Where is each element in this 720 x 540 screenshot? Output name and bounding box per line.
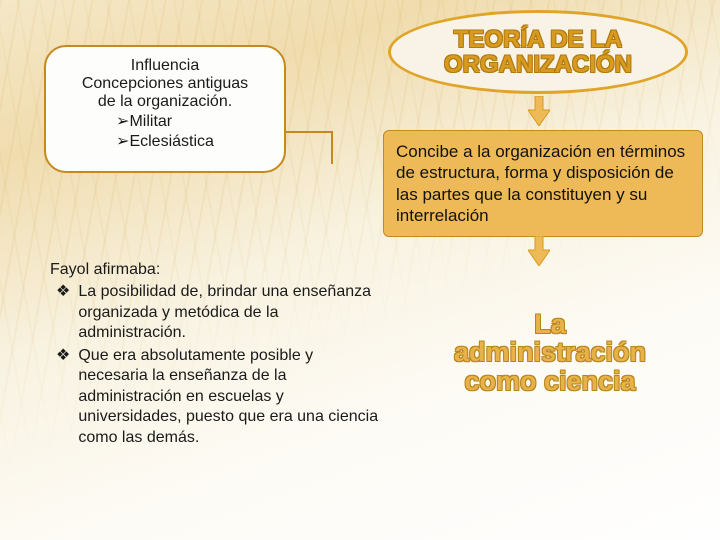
admin-line-2: administración <box>430 338 670 366</box>
diamond-bullet-icon: ❖ <box>56 282 70 343</box>
title-text: TEORÍA DE LA ORGANIZACIÓN <box>391 27 685 77</box>
fayol-block: Fayol afirmaba: ❖ La posibilidad de, bri… <box>50 260 380 450</box>
fayol-item-1: ❖ La posibilidad de, brindar una enseñan… <box>50 282 380 343</box>
arrow-down-icon <box>528 236 550 266</box>
influencia-line-2: Concepciones antiguas <box>60 75 270 93</box>
admin-line-1: La <box>430 310 670 338</box>
fayol-item-2-text: Que era absolutamente posible y necesari… <box>78 346 380 448</box>
title-ellipse: TEORÍA DE LA ORGANIZACIÓN <box>388 10 688 94</box>
definition-box: Concibe a la organización en términos de… <box>383 130 703 237</box>
fayol-lead: Fayol afirmaba: <box>50 260 380 280</box>
fayol-item-2: ❖ Que era absolutamente posible y necesa… <box>50 346 380 448</box>
fayol-item-1-text: La posibilidad de, brindar una enseñanza… <box>78 282 380 343</box>
admin-line-3: como ciencia <box>430 367 670 395</box>
influencia-box: Influencia Concepciones antiguas de la o… <box>44 45 286 173</box>
diamond-bullet-icon: ❖ <box>56 346 70 448</box>
arrow-down-icon <box>528 96 550 126</box>
definition-text: Concibe a la organización en términos de… <box>396 142 685 225</box>
influencia-line-3: de la organización. <box>60 93 270 111</box>
influencia-line-1: Influencia <box>60 57 270 75</box>
connector-line <box>284 130 334 166</box>
triangle-bullet-icon: ➢ <box>116 113 129 130</box>
influencia-bullet-1: ➢Militar <box>116 111 214 131</box>
admin-subtitle: La administración como ciencia <box>430 310 670 395</box>
slide-canvas: TEORÍA DE LA ORGANIZACIÓN Influencia Con… <box>0 0 720 540</box>
influencia-bullets: ➢Militar ➢Eclesiástica <box>116 111 214 151</box>
triangle-bullet-icon: ➢ <box>116 133 129 150</box>
influencia-bullet-2: ➢Eclesiástica <box>116 131 214 151</box>
